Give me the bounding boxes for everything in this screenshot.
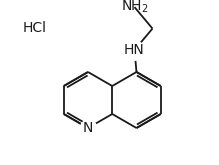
Text: NH$_2$: NH$_2$ (121, 0, 148, 15)
Text: HCl: HCl (23, 21, 47, 35)
Text: HN: HN (124, 43, 145, 57)
Text: N: N (83, 121, 93, 135)
